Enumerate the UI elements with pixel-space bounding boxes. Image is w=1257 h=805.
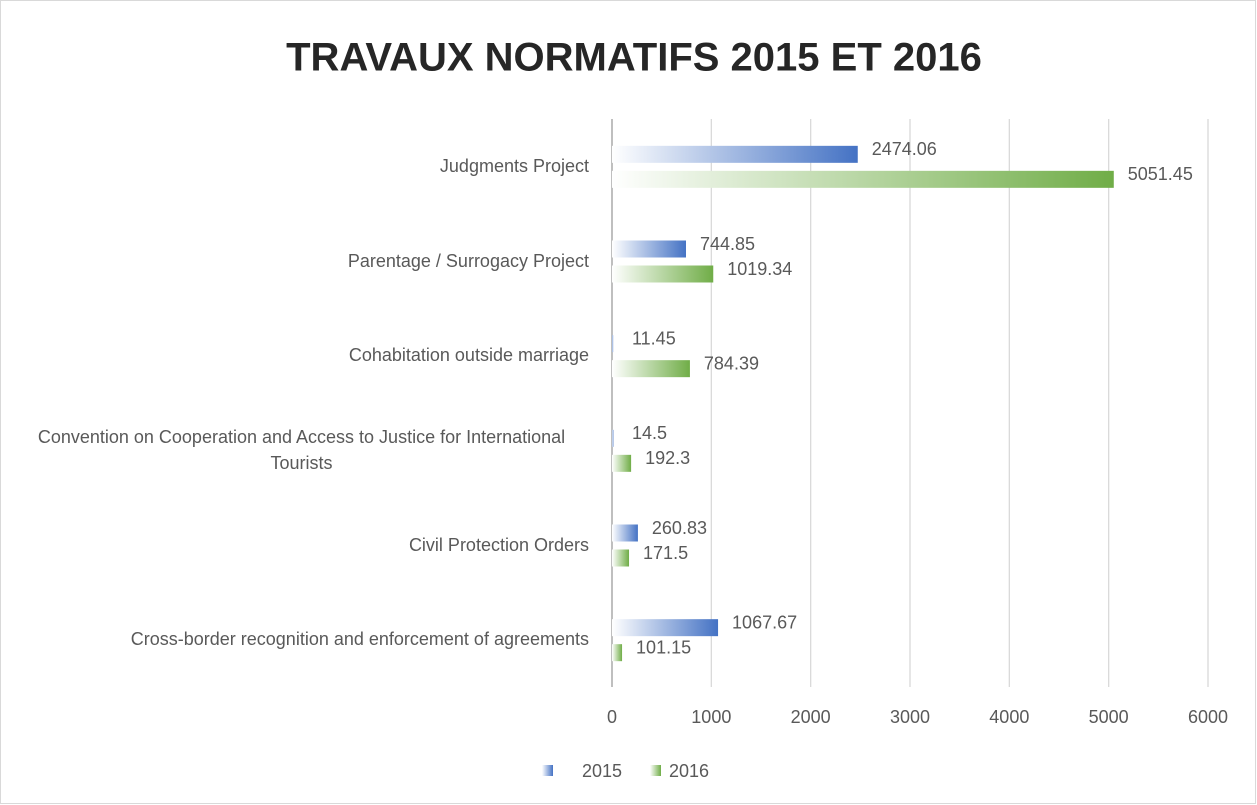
bar [612, 524, 638, 542]
bar [612, 619, 719, 637]
value-label: 14.5 [632, 423, 667, 443]
category-label: Judgments Project [439, 156, 589, 176]
bar [612, 335, 614, 353]
x-tick-label: 2000 [791, 707, 831, 727]
x-tick-label: 6000 [1188, 707, 1228, 727]
category-label: Cohabitation outside marriage [348, 345, 589, 366]
bar [612, 454, 632, 472]
bar [612, 170, 1114, 188]
category-label-box: Convention on Cooperation and Access to … [14, 403, 589, 497]
category-label-box: Judgments Project [14, 119, 589, 213]
bar [612, 265, 714, 283]
x-tick-label: 3000 [890, 707, 930, 727]
bar [612, 360, 690, 378]
bar [612, 644, 623, 662]
value-label: 192.3 [645, 448, 690, 468]
x-tick-label: 4000 [989, 707, 1029, 727]
x-tick-label: 5000 [1089, 707, 1129, 727]
x-tick-label: 0 [607, 707, 617, 727]
legend-swatch [650, 765, 661, 776]
value-label: 171.5 [643, 543, 688, 563]
category-label-box: Cross-border recognition and enforcement… [14, 592, 589, 686]
category-label-box: Civil Protection Orders [14, 498, 589, 592]
bar [612, 429, 614, 447]
category-label-row: Judgments Project [14, 119, 589, 213]
category-label: Civil Protection Orders [408, 534, 589, 555]
value-label: 260.83 [652, 518, 707, 538]
value-label: 11.45 [632, 328, 676, 348]
category-label-row: Cross-border recognition and enforcement… [14, 592, 589, 686]
value-label: 1019.34 [727, 259, 792, 279]
value-label: 784.39 [704, 353, 759, 373]
x-tick-label: 1000 [691, 707, 731, 727]
value-label: 2474.06 [872, 139, 937, 159]
legend-label: 2015 [582, 761, 622, 781]
category-label-row: Convention on Cooperation and Access to … [14, 403, 589, 497]
category-label-box: Parentage / Surrogacy Project [14, 214, 589, 308]
category-label-row: Civil Protection Orders [14, 498, 589, 592]
value-label: 5051.45 [1128, 164, 1193, 184]
value-label: 1067.67 [732, 612, 797, 632]
category-label: Cross-border recognition and enforcement… [130, 629, 589, 650]
value-label: 744.85 [700, 234, 755, 254]
category-label-box: Cohabitation outside marriage [14, 308, 589, 402]
category-label: Convention on Cooperation and Access to … [37, 427, 566, 473]
category-label-row: Cohabitation outside marriage [14, 308, 589, 402]
legend-swatch [542, 765, 553, 776]
value-label: 101.15 [636, 637, 691, 657]
category-label-row: Parentage / Surrogacy Project [14, 214, 589, 308]
bar [612, 549, 630, 567]
bar [612, 240, 686, 258]
legend-label: 2016 [669, 761, 709, 781]
chart-title: TRAVAUX NORMATIFS 2015 ET 2016 [286, 36, 982, 80]
bar [612, 145, 858, 163]
category-label: Parentage / Surrogacy Project [347, 250, 589, 271]
